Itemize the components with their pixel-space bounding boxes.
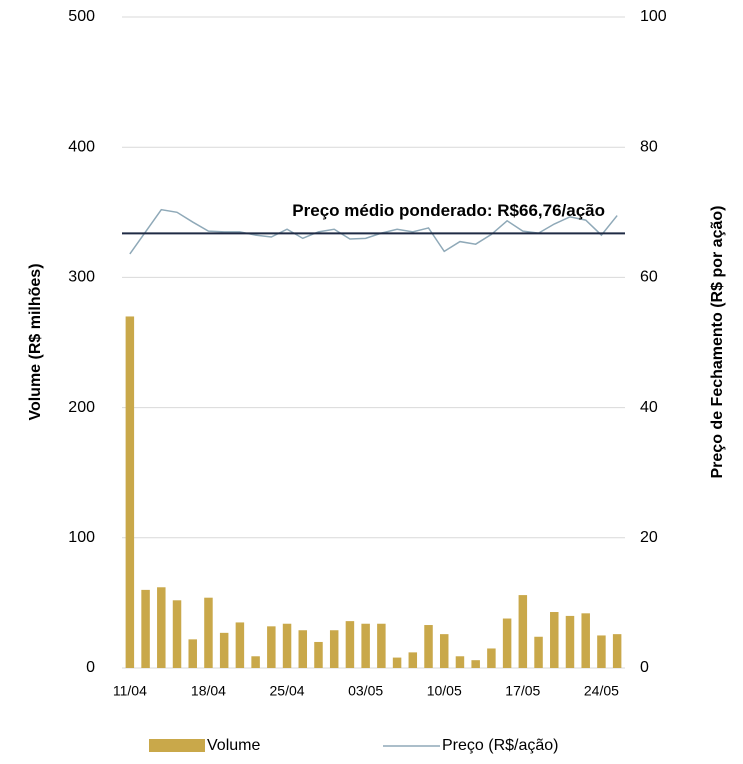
- bar: [298, 630, 308, 668]
- x-tick-label: 03/05: [348, 683, 383, 699]
- bar: [424, 625, 433, 668]
- bar: [534, 636, 543, 668]
- bar: [314, 641, 323, 668]
- bar: [550, 612, 559, 668]
- average-label: Preço médio ponderado: R$66,76/ação: [292, 201, 605, 220]
- bar: [141, 589, 150, 668]
- legend-label: Volume: [207, 737, 260, 754]
- y-tick-label: 500: [68, 8, 95, 25]
- x-tick-label: 25/04: [270, 683, 305, 699]
- y2-tick-label: 100: [640, 8, 667, 25]
- y-axis-title: Volume (R$ milhões): [27, 263, 44, 420]
- y-tick-label: 400: [68, 138, 95, 155]
- bar: [565, 615, 575, 668]
- y-tick-label: 200: [68, 399, 95, 416]
- y-tick-label: 300: [68, 269, 95, 286]
- bar: [471, 660, 480, 668]
- y2-tick-label: 60: [640, 269, 658, 286]
- bar: [502, 618, 512, 668]
- bar: [392, 657, 402, 668]
- bar: [597, 635, 606, 668]
- bar: [125, 316, 135, 668]
- y-tick-label: 0: [86, 659, 95, 676]
- bar: [172, 600, 182, 668]
- bar: [204, 597, 213, 668]
- bar: [377, 623, 386, 668]
- bar: [219, 632, 229, 668]
- bar: [251, 656, 260, 668]
- y2-tick-label: 0: [640, 659, 649, 676]
- x-tick-label: 17/05: [505, 683, 540, 699]
- y2-tick-label: 80: [640, 138, 658, 155]
- bar: [518, 595, 528, 668]
- legend-swatch: [149, 739, 205, 752]
- x-tick-label: 10/05: [427, 683, 462, 699]
- bar: [345, 621, 355, 668]
- bar: [361, 623, 370, 668]
- bar: [455, 656, 465, 668]
- bar: [612, 634, 622, 668]
- bar: [439, 634, 449, 668]
- x-tick-label: 18/04: [191, 683, 226, 699]
- x-tick-label: 24/05: [584, 683, 619, 699]
- bar: [188, 639, 197, 668]
- y2-tick-label: 40: [640, 399, 658, 416]
- bar: [487, 648, 496, 668]
- x-tick-label: 11/04: [113, 683, 147, 699]
- bar: [235, 622, 245, 668]
- bar: [157, 587, 166, 668]
- bar: [408, 652, 418, 668]
- bar: [267, 626, 276, 668]
- y-tick-label: 100: [68, 529, 95, 546]
- legend-label: Preço (R$/ação): [442, 737, 559, 754]
- bar: [282, 623, 292, 668]
- bar: [329, 630, 339, 668]
- y2-axis-title: Preço de Fechamento (R$ por ação): [709, 206, 726, 479]
- y2-tick-label: 20: [640, 529, 658, 546]
- bar: [581, 613, 590, 668]
